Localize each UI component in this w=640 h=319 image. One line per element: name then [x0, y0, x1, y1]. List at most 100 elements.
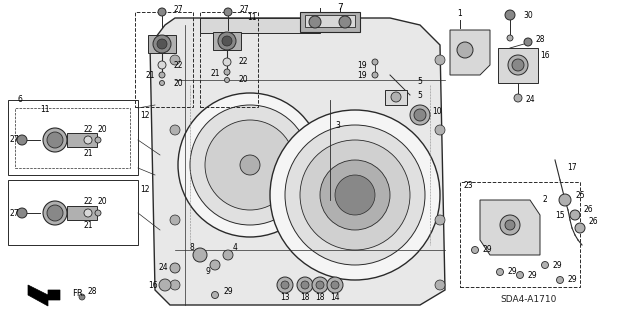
Circle shape	[414, 109, 426, 121]
Text: 22: 22	[238, 57, 248, 66]
Text: 12: 12	[140, 110, 150, 120]
Text: 29: 29	[482, 246, 492, 255]
Circle shape	[193, 248, 207, 262]
Circle shape	[170, 55, 180, 65]
Circle shape	[512, 59, 524, 71]
Text: 29: 29	[552, 261, 562, 270]
Text: 20: 20	[238, 76, 248, 85]
Circle shape	[524, 38, 532, 46]
Bar	[8, 180, 138, 245]
Circle shape	[159, 72, 165, 78]
Polygon shape	[28, 285, 60, 306]
Text: 4: 4	[232, 243, 237, 253]
Bar	[135, 12, 193, 107]
Bar	[67, 206, 97, 220]
Circle shape	[300, 140, 410, 250]
Circle shape	[435, 55, 445, 65]
Text: 22: 22	[83, 197, 93, 206]
Text: 2: 2	[543, 196, 547, 204]
Circle shape	[224, 69, 230, 75]
Circle shape	[331, 281, 339, 289]
Polygon shape	[480, 200, 540, 255]
Text: 12: 12	[140, 186, 150, 195]
Circle shape	[84, 136, 92, 144]
Circle shape	[158, 61, 166, 69]
Circle shape	[435, 215, 445, 225]
Circle shape	[339, 16, 351, 28]
Circle shape	[223, 250, 233, 260]
Text: 8: 8	[189, 243, 195, 253]
Bar	[148, 35, 176, 53]
Text: 27: 27	[239, 5, 249, 14]
Circle shape	[43, 128, 67, 152]
Text: 15: 15	[555, 211, 565, 219]
Circle shape	[312, 277, 328, 293]
Circle shape	[43, 201, 67, 225]
Text: 23: 23	[463, 182, 473, 190]
Bar	[15, 108, 130, 168]
Text: 9: 9	[205, 268, 211, 277]
Text: 24: 24	[525, 95, 535, 105]
Circle shape	[320, 160, 390, 230]
Circle shape	[391, 92, 401, 102]
Circle shape	[240, 155, 260, 175]
Text: 19: 19	[357, 61, 367, 70]
Text: 21: 21	[83, 150, 93, 159]
Text: 21: 21	[83, 221, 93, 231]
Text: 25: 25	[575, 190, 585, 199]
Text: 22: 22	[83, 124, 93, 133]
Text: 29: 29	[567, 276, 577, 285]
Circle shape	[516, 271, 524, 278]
Bar	[305, 15, 355, 27]
Text: 20: 20	[97, 124, 107, 133]
Circle shape	[79, 294, 85, 300]
Circle shape	[170, 280, 180, 290]
Circle shape	[159, 80, 164, 85]
Circle shape	[210, 260, 220, 270]
Bar	[67, 133, 97, 147]
Circle shape	[435, 280, 445, 290]
Text: 6: 6	[17, 95, 22, 105]
Circle shape	[270, 110, 440, 280]
Circle shape	[95, 137, 101, 143]
Text: 28: 28	[535, 35, 545, 44]
Circle shape	[557, 277, 563, 284]
Polygon shape	[450, 30, 490, 75]
Text: 3: 3	[335, 121, 340, 130]
Circle shape	[570, 210, 580, 220]
Text: 5: 5	[417, 92, 422, 100]
Bar	[460, 182, 580, 287]
Circle shape	[47, 205, 63, 221]
Text: 11: 11	[247, 13, 257, 23]
Text: 27: 27	[9, 209, 19, 218]
Text: 29: 29	[223, 287, 233, 296]
Circle shape	[205, 120, 295, 210]
Text: 20: 20	[173, 78, 183, 87]
Circle shape	[153, 35, 171, 53]
Text: 5: 5	[417, 78, 422, 86]
Circle shape	[211, 292, 218, 299]
Text: 16: 16	[148, 280, 158, 290]
Text: 7: 7	[337, 4, 343, 12]
Text: 19: 19	[357, 70, 367, 79]
Circle shape	[158, 8, 166, 16]
Circle shape	[84, 209, 92, 217]
Circle shape	[472, 247, 479, 254]
Text: 27: 27	[9, 136, 19, 145]
Circle shape	[17, 208, 27, 218]
Circle shape	[277, 277, 293, 293]
Bar	[8, 100, 138, 175]
Circle shape	[505, 220, 515, 230]
Text: 1: 1	[458, 10, 462, 19]
Text: 18: 18	[300, 293, 310, 302]
Circle shape	[222, 36, 232, 46]
Text: 29: 29	[527, 271, 537, 279]
Circle shape	[575, 223, 585, 233]
Text: 14: 14	[330, 293, 340, 302]
Text: 21: 21	[145, 71, 155, 80]
Circle shape	[410, 105, 430, 125]
Text: 27: 27	[173, 5, 183, 14]
Bar	[300, 12, 360, 32]
Bar	[200, 12, 258, 107]
Circle shape	[500, 215, 520, 235]
